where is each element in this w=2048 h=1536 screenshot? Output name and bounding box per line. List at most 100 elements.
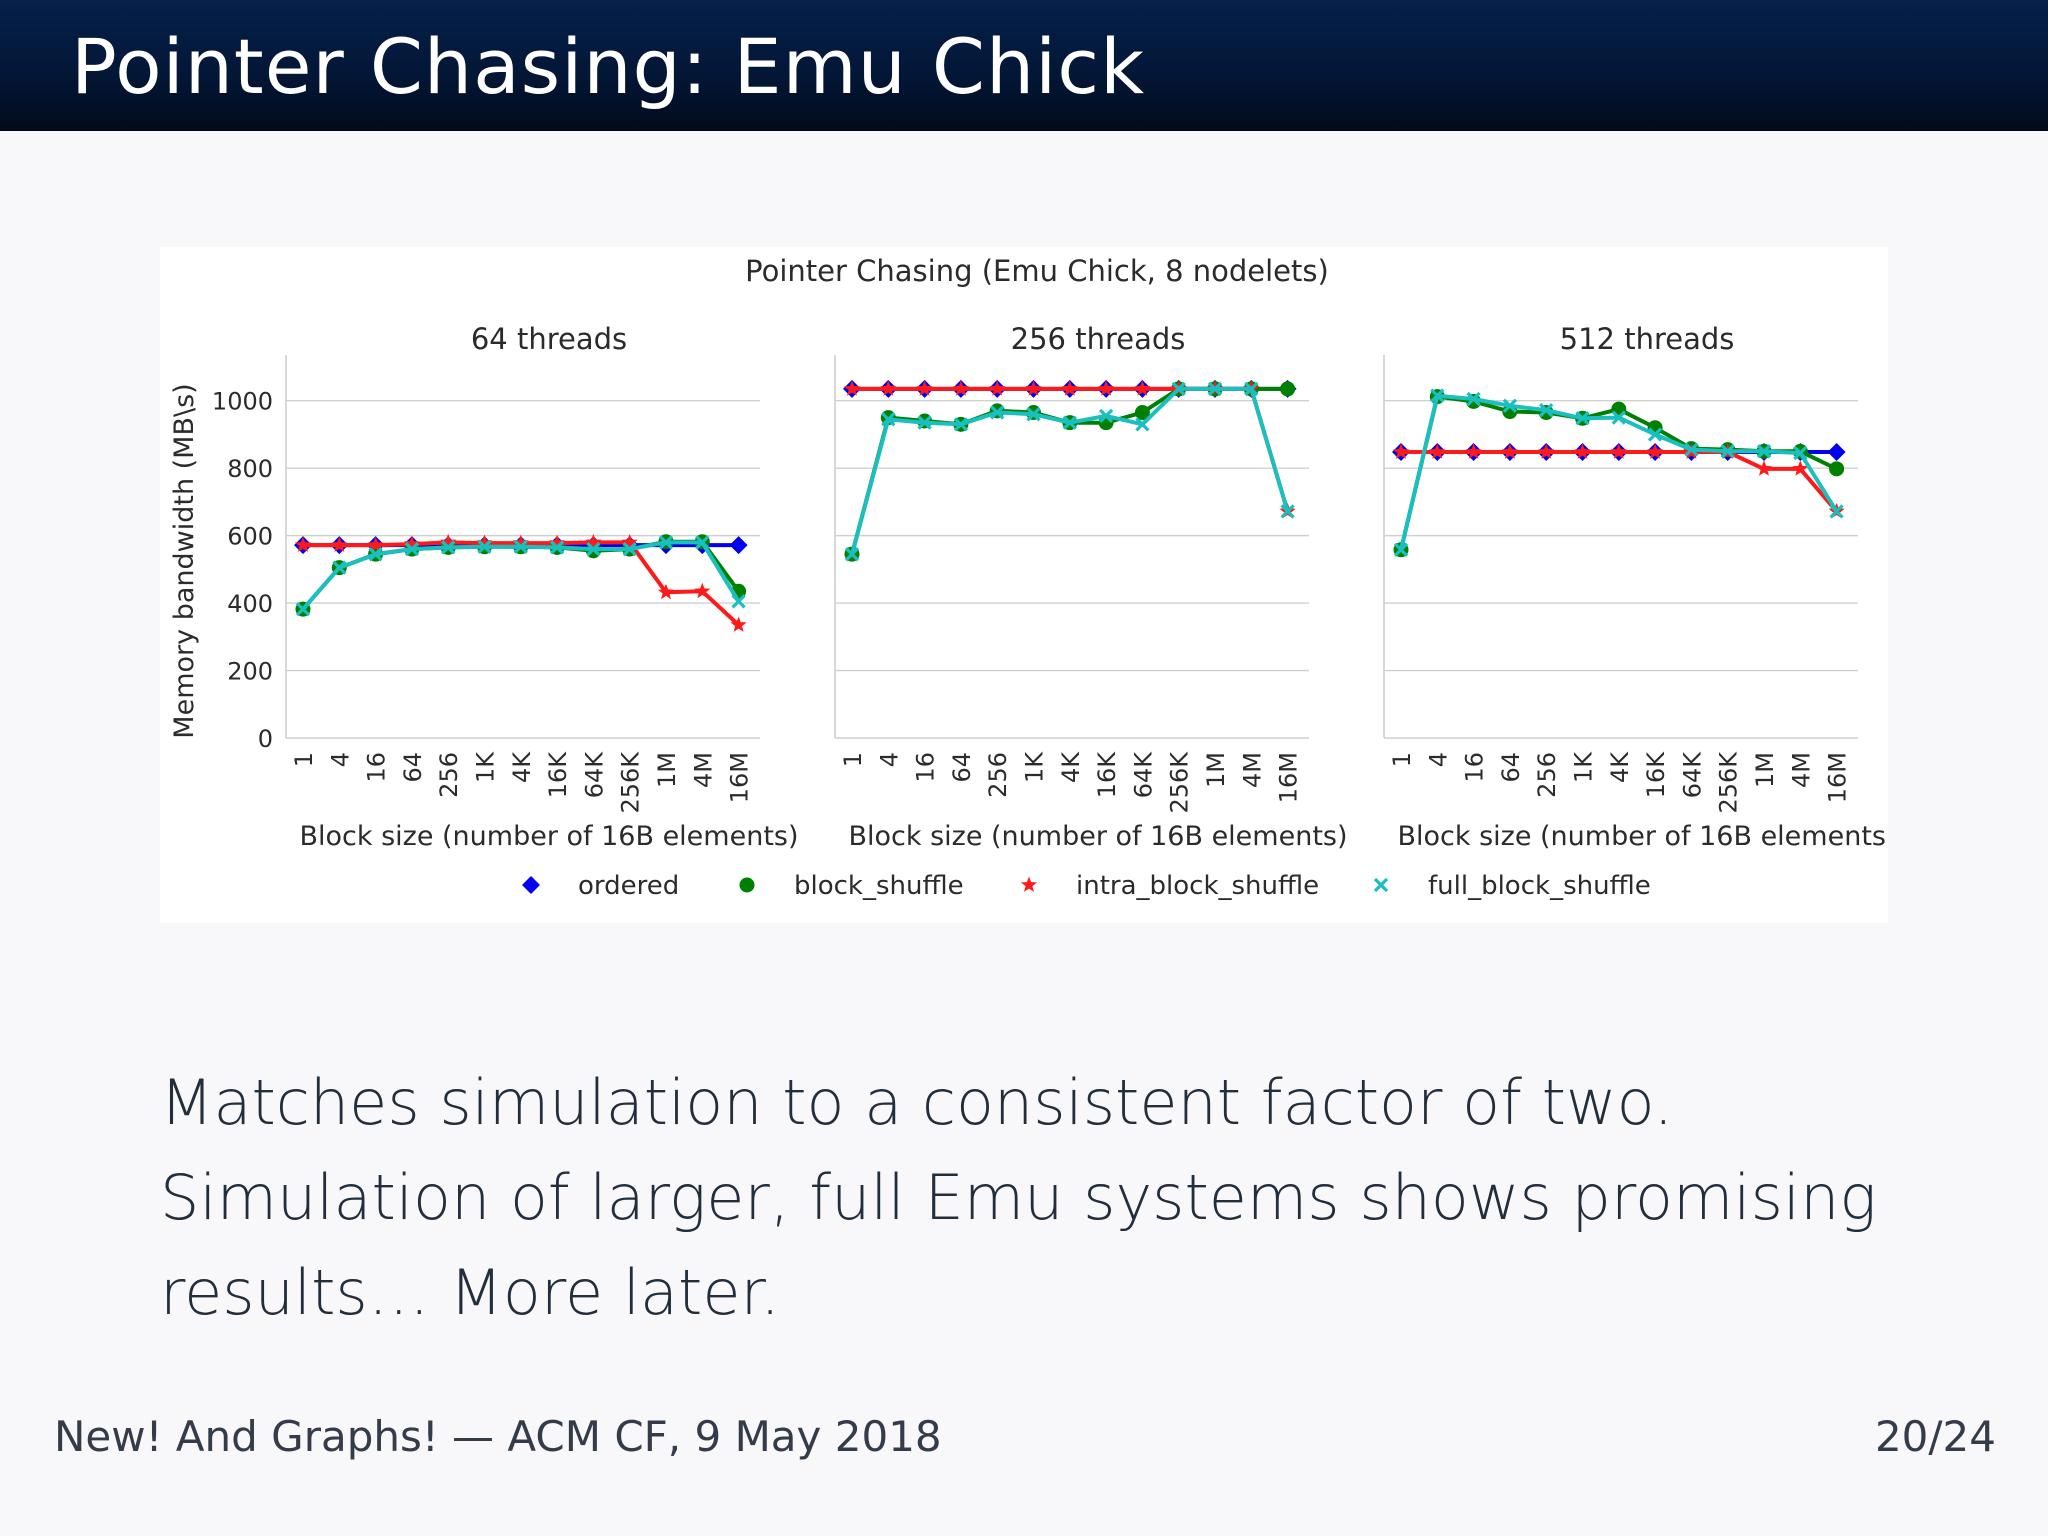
figure-suptitle: Pointer Chasing (Emu Chick, 8 nodelets) bbox=[745, 254, 1329, 288]
x-axis-label: Block size (number of 16B elements) bbox=[1397, 821, 1888, 852]
y-tick-label: 800 bbox=[227, 455, 273, 483]
x-tick-label: 1 bbox=[839, 752, 867, 767]
x-axis-label: Block size (number of 16B elements) bbox=[299, 821, 798, 852]
legend-item-block_shuffle: block_shuffle bbox=[739, 871, 964, 901]
x-tick-label: 4 bbox=[1424, 752, 1452, 767]
y-axis-label: Memory bandwidth (MB\s) bbox=[169, 383, 200, 738]
x-tick-label: 64K bbox=[1129, 751, 1157, 799]
y-tick-label: 1000 bbox=[212, 388, 273, 416]
data-point-intra_block_shuffle bbox=[1429, 443, 1446, 459]
y-tick-label: 200 bbox=[227, 658, 273, 686]
x-tick-label: 4K bbox=[508, 751, 536, 783]
data-point-full_block_shuffle bbox=[990, 405, 1005, 420]
data-point-intra_block_shuffle bbox=[916, 380, 933, 396]
series-intra_block_shuffle bbox=[294, 533, 747, 632]
x-tick-label: 16K bbox=[544, 751, 572, 799]
data-point-full_block_shuffle bbox=[1430, 388, 1445, 403]
data-point-full_block_shuffle bbox=[658, 535, 674, 550]
series-full_block_shuffle bbox=[844, 381, 1295, 562]
data-point-block_shuffle bbox=[1134, 405, 1150, 421]
data-point-intra_block_shuffle bbox=[1647, 443, 1664, 459]
legend-item-intra_block_shuffle: intra_block_shuffle bbox=[1020, 871, 1319, 901]
data-point-full_block_shuffle bbox=[917, 415, 932, 430]
x-tick-label: 4 bbox=[326, 752, 354, 767]
data-point-full_block_shuffle bbox=[1393, 542, 1409, 557]
series-block_shuffle bbox=[844, 381, 1296, 562]
data-point-intra_block_shuffle bbox=[1098, 380, 1115, 396]
data-point-full_block_shuffle bbox=[1539, 403, 1554, 418]
series-intra_block_shuffle bbox=[1392, 443, 1845, 519]
data-point-intra_block_shuffle bbox=[1134, 380, 1151, 396]
legend-label: full_block_shuffle bbox=[1428, 871, 1651, 901]
body-text: Matches simulation to a consistent facto… bbox=[160, 1055, 1960, 1340]
x-tick-label: 4M bbox=[689, 752, 717, 788]
data-point-full_block_shuffle bbox=[1720, 444, 1735, 459]
x-tick-label: 256 bbox=[435, 752, 463, 798]
y-tick-label: 0 bbox=[258, 725, 273, 753]
data-point-full_block_shuffle bbox=[1280, 504, 1295, 519]
legend: ordered block_shuffle intra_block_shuffle f… bbox=[522, 871, 1651, 901]
x-tick-label: 256 bbox=[1533, 752, 1561, 798]
data-point-full_block_shuffle bbox=[1611, 410, 1626, 425]
x-tick-label: 4M bbox=[1238, 752, 1266, 788]
data-point-ordered bbox=[1827, 442, 1846, 461]
x-tick-label: 64 bbox=[399, 752, 427, 783]
data-point-intra_block_shuffle bbox=[1574, 443, 1591, 459]
x-tick-label: 1K bbox=[1570, 751, 1598, 783]
subplot-title: 256 threads bbox=[1011, 322, 1186, 356]
page-number: 20/24 bbox=[1874, 1412, 1996, 1461]
data-point-full_block_shuffle bbox=[1062, 415, 1077, 430]
data-point-full_block_shuffle bbox=[622, 541, 637, 557]
data-point-intra_block_shuffle bbox=[294, 536, 312, 552]
x-tick-label: 16 bbox=[1461, 752, 1489, 783]
legend-marker-ordered bbox=[522, 876, 540, 894]
title-bar: Pointer Chasing: Emu Chick bbox=[0, 0, 2048, 131]
x-tick-label: 256K bbox=[617, 751, 645, 814]
data-point-intra_block_shuffle bbox=[1061, 380, 1078, 396]
data-point-full_block_shuffle bbox=[1026, 407, 1041, 422]
subplot-title: 512 threads bbox=[1560, 322, 1735, 356]
data-point-full_block_shuffle bbox=[477, 539, 492, 554]
data-point-full_block_shuffle bbox=[295, 602, 311, 617]
data-point-full_block_shuffle bbox=[1575, 411, 1590, 426]
data-point-full_block_shuffle bbox=[1684, 442, 1699, 457]
data-point-full_block_shuffle bbox=[1135, 417, 1150, 432]
x-tick-label: 64K bbox=[580, 751, 608, 799]
data-point-full_block_shuffle bbox=[844, 547, 860, 562]
data-point-full_block_shuffle bbox=[1098, 408, 1114, 424]
slide-title: Pointer Chasing: Emu Chick bbox=[71, 22, 1146, 111]
data-point-intra_block_shuffle bbox=[1465, 443, 1482, 459]
data-point-intra_block_shuffle bbox=[730, 616, 747, 632]
data-point-full_block_shuffle bbox=[731, 594, 746, 609]
data-point-intra_block_shuffle bbox=[1392, 443, 1410, 459]
x-tick-label: 4 bbox=[875, 752, 903, 767]
data-point-full_block_shuffle bbox=[586, 541, 601, 557]
legend-marker-full_block_shuffle bbox=[1373, 877, 1389, 893]
data-point-full_block_shuffle bbox=[1793, 445, 1808, 461]
data-point-full_block_shuffle bbox=[549, 540, 565, 555]
x-tick-label: 256K bbox=[1715, 751, 1743, 814]
data-point-full_block_shuffle bbox=[1466, 391, 1481, 407]
series-line-intra_block_shuffle bbox=[852, 386, 1290, 512]
legend-label: block_shuffle bbox=[794, 871, 964, 901]
x-tick-label: 1K bbox=[472, 751, 500, 783]
series-full_block_shuffle bbox=[295, 535, 746, 617]
data-point-full_block_shuffle bbox=[1244, 381, 1259, 397]
legend-marker-intra_block_shuffle bbox=[1020, 876, 1038, 892]
x-tick-label: 16 bbox=[363, 752, 391, 783]
data-point-intra_block_shuffle bbox=[331, 536, 348, 552]
body-line: Matches simulation to a consistent facto… bbox=[160, 1066, 1674, 1139]
x-tick-label: 1M bbox=[653, 752, 681, 788]
data-point-full_block_shuffle bbox=[881, 412, 896, 427]
data-point-intra_block_shuffle bbox=[1610, 443, 1627, 459]
data-point-intra_block_shuffle bbox=[1538, 443, 1555, 459]
x-axis-label: Block size (number of 16B elements) bbox=[848, 821, 1347, 852]
body-line: results… More later. bbox=[160, 1256, 780, 1329]
data-point-intra_block_shuffle bbox=[989, 380, 1006, 396]
data-point-intra_block_shuffle bbox=[1792, 460, 1809, 476]
data-point-full_block_shuffle bbox=[332, 560, 347, 575]
x-tick-label: 256 bbox=[984, 752, 1012, 798]
data-point-intra_block_shuffle bbox=[585, 533, 602, 550]
x-tick-label: 1M bbox=[1751, 752, 1779, 788]
x-tick-label: 256K bbox=[1166, 751, 1194, 814]
